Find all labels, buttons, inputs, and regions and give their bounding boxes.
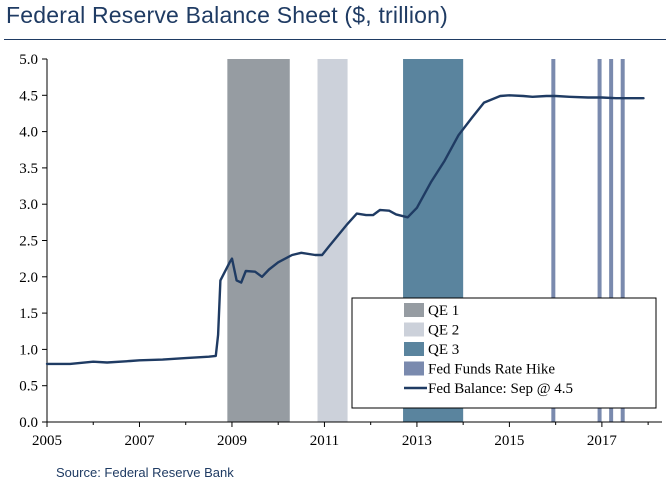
rate-hike-line-4: [620, 59, 625, 422]
legend-swatch-3: [404, 342, 424, 356]
source-note: Source: Federal Reserve Bank: [56, 465, 234, 480]
legend-box: [351, 297, 657, 409]
rate-hike-line-3: [609, 59, 614, 422]
x-tick-label: 2017: [587, 433, 618, 449]
x-tick-label: 2009: [217, 433, 247, 449]
y-tick-label: 0.0: [19, 415, 38, 431]
legend-label-1: QE 1: [428, 303, 459, 319]
y-tick-label: 2.5: [19, 234, 38, 250]
y-tick-label: 3.5: [19, 161, 38, 177]
y-tick-label: 4.5: [19, 88, 38, 104]
rate-hike-line-1: [551, 59, 556, 422]
y-tick-label: 3.0: [19, 197, 38, 213]
band-qe-1: [227, 59, 290, 422]
legend-swatch-1: [404, 303, 424, 317]
chart-title: Federal Reserve Balance Sheet ($, trilli…: [6, 2, 448, 28]
x-tick-label: 2015: [494, 433, 524, 449]
legend-label-2: QE 2: [428, 323, 459, 339]
x-tick-label: 2007: [124, 433, 155, 449]
y-tick-label: 5.0: [19, 52, 38, 68]
y-tick-label: 0.5: [19, 379, 38, 395]
y-tick-label: 2.0: [19, 270, 38, 286]
rate-hike-line-2: [597, 59, 602, 422]
y-tick-label: 4.0: [19, 125, 38, 141]
y-tick-label: 1.5: [19, 306, 38, 322]
x-tick-label: 2005: [32, 433, 62, 449]
legend-swatch-2: [404, 322, 424, 337]
y-tick-label: 1.0: [19, 342, 38, 358]
legend-swatch-4: [404, 361, 424, 376]
x-tick-label: 2011: [310, 433, 339, 449]
title-divider: [4, 39, 666, 40]
legend-label-3: QE 3: [428, 342, 459, 358]
x-tick-label: 2013: [402, 433, 432, 449]
legend-label-4: Fed Funds Rate Hike: [428, 362, 555, 378]
legend-label-5: Fed Balance: Sep @ 4.5: [428, 381, 573, 397]
series-line-fed-balance: [45, 94, 645, 366]
